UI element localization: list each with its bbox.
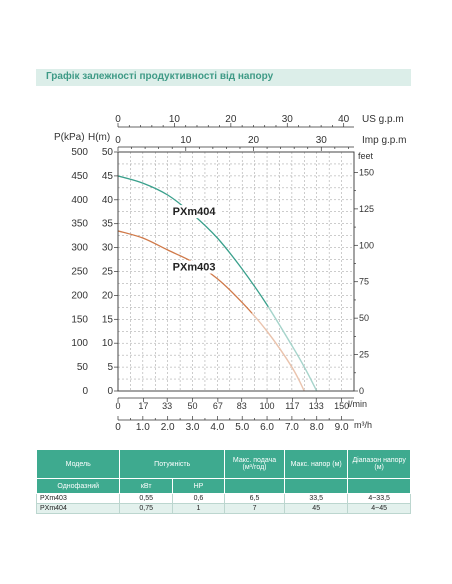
m3h-tick-label: 7.0 bbox=[285, 422, 299, 433]
lpm-tick-label: 100 bbox=[260, 401, 275, 411]
performance-chart: 0255075100125150feet05101520253035404550… bbox=[54, 114, 406, 433]
table-header-row: Модель Потужність Макс. подача (м³/год) … bbox=[35, 449, 411, 479]
feet-tick-label: 25 bbox=[359, 350, 369, 360]
feet-tick-label: 0 bbox=[359, 386, 364, 396]
m3h-tick-label: 9.0 bbox=[335, 422, 349, 433]
section-header: Графік залежності продуктивності від нап… bbox=[36, 69, 411, 86]
meter-tick-label: 0 bbox=[107, 386, 113, 397]
us-gpm-tick-label: 10 bbox=[169, 114, 181, 125]
th-hp: HP bbox=[171, 478, 225, 494]
kpa-tick-label: 0 bbox=[82, 386, 88, 397]
feet-tick-label: 75 bbox=[359, 277, 369, 287]
meter-tick-label: 15 bbox=[102, 314, 114, 325]
series-label-bg bbox=[169, 260, 222, 274]
series-label-pxm403: PXm403 bbox=[173, 262, 216, 274]
curve-tail bbox=[118, 230, 305, 391]
lpm-tick-label: 0 bbox=[115, 401, 120, 411]
kpa-tick-label: 250 bbox=[71, 267, 88, 278]
m3h-axis-label: m³/h bbox=[354, 420, 372, 430]
m3h-tick-label: 2.0 bbox=[161, 422, 175, 433]
th-model: Модель bbox=[35, 449, 121, 479]
us-gpm-tick-label: 20 bbox=[225, 114, 237, 125]
th-kw: кВт bbox=[119, 478, 173, 494]
series-pxm403 bbox=[118, 230, 305, 391]
m3h-tick-label: 8.0 bbox=[310, 422, 324, 433]
meter-tick-label: 5 bbox=[107, 362, 113, 373]
kpa-tick-label: 300 bbox=[71, 243, 88, 254]
lpm-axis-label: l/min bbox=[348, 399, 367, 409]
th-max-flow: Макс. подача (м³/год) bbox=[223, 449, 286, 479]
grid bbox=[118, 152, 354, 391]
us-gpm-tick-label: 0 bbox=[115, 114, 121, 125]
meter-tick-label: 30 bbox=[102, 243, 114, 254]
feet-tick-label: 50 bbox=[359, 313, 369, 323]
imp-gpm-tick-label: 30 bbox=[316, 135, 328, 146]
m3h-tick-label: 4.0 bbox=[210, 422, 224, 433]
imp-gpm-tick-label: 20 bbox=[248, 135, 260, 146]
kpa-tick-label: 500 bbox=[71, 147, 88, 158]
series-label-pxm404: PXm404 bbox=[173, 206, 217, 218]
th-power: Потужність bbox=[119, 449, 225, 479]
us-gpm-tick-label: 30 bbox=[282, 114, 294, 125]
table-row: PXm404 0,75 1 7 45 4~45 bbox=[35, 503, 411, 514]
lpm-tick-label: 67 bbox=[213, 401, 223, 411]
series-label-bg bbox=[169, 205, 222, 219]
table-subheader-row: Однофазний кВт HP bbox=[35, 478, 411, 494]
meter-tick-label: 35 bbox=[102, 219, 114, 230]
axes bbox=[114, 123, 358, 421]
kpa-tick-label: 150 bbox=[71, 314, 88, 325]
th-max-head: Макс. напор (м) bbox=[284, 449, 349, 479]
axis-labels: 0255075100125150feet05101520253035404550… bbox=[54, 114, 406, 433]
meter-tick-label: 10 bbox=[102, 338, 114, 349]
section-title: Графік залежності продуктивності від нап… bbox=[46, 71, 274, 82]
kpa-tick-label: 100 bbox=[71, 338, 88, 349]
curves bbox=[118, 175, 318, 391]
m3h-tick-label: 1.0 bbox=[136, 422, 150, 433]
kpa-tick-label: 400 bbox=[71, 195, 88, 206]
lpm-tick-label: 17 bbox=[138, 401, 148, 411]
us-gpm-tick-label: 40 bbox=[338, 114, 350, 125]
meter-tick-label: 40 bbox=[102, 195, 114, 206]
meter-tick-label: 25 bbox=[102, 267, 114, 278]
lpm-tick-label: 50 bbox=[188, 401, 198, 411]
us-gpm-axis-label: US g.p.m bbox=[362, 114, 404, 125]
curve-tail bbox=[118, 175, 318, 391]
m3h-tick-label: 0 bbox=[115, 422, 121, 433]
lpm-tick-label: 83 bbox=[237, 401, 247, 411]
lpm-tick-label: 133 bbox=[309, 401, 324, 411]
th-single-phase: Однофазний bbox=[35, 478, 121, 494]
spec-table: Модель Потужність Макс. подача (м³/год) … bbox=[35, 449, 411, 514]
kpa-tick-label: 200 bbox=[71, 290, 88, 301]
kpa-tick-label: 450 bbox=[71, 171, 88, 182]
meter-axis-label: H(m) bbox=[88, 132, 110, 143]
lpm-tick-label: 117 bbox=[285, 401, 299, 411]
meter-tick-label: 20 bbox=[102, 290, 114, 301]
feet-tick-label: 125 bbox=[359, 204, 374, 214]
lpm-tick-label: 33 bbox=[162, 401, 172, 411]
kpa-axis-label: P(kPa) bbox=[54, 132, 85, 143]
imp-gpm-axis-label: Imp g.p.m bbox=[362, 135, 406, 146]
imp-gpm-tick-label: 0 bbox=[115, 135, 121, 146]
feet-tick-label: 100 bbox=[359, 240, 374, 250]
kpa-tick-label: 350 bbox=[71, 219, 88, 230]
imp-gpm-tick-label: 10 bbox=[180, 135, 192, 146]
meter-tick-label: 45 bbox=[102, 171, 114, 182]
m3h-tick-label: 3.0 bbox=[186, 422, 200, 433]
kpa-tick-label: 50 bbox=[77, 362, 89, 373]
m3h-tick-label: 5.0 bbox=[235, 422, 249, 433]
feet-axis-label: feet bbox=[358, 151, 374, 161]
m3h-tick-label: 6.0 bbox=[260, 422, 274, 433]
table-row: PXm403 0,55 0,6 6,5 33,5 4~33,5 bbox=[35, 493, 411, 504]
lpm-tick-label: 150 bbox=[334, 401, 349, 411]
th-head-range: Діапазон напору (м) bbox=[347, 449, 411, 479]
feet-tick-label: 150 bbox=[359, 167, 374, 177]
meter-tick-label: 50 bbox=[102, 147, 114, 158]
